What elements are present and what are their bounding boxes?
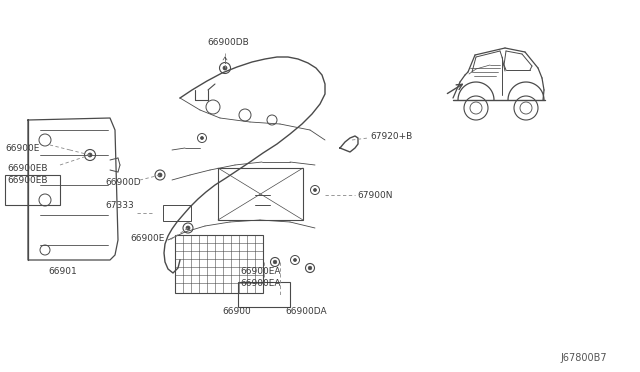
Text: 66900DB: 66900DB xyxy=(207,38,249,46)
Circle shape xyxy=(200,137,204,140)
Bar xyxy=(5,175,60,205)
Bar xyxy=(238,282,290,307)
Circle shape xyxy=(186,226,190,230)
Text: 66900EA: 66900EA xyxy=(240,267,280,276)
Circle shape xyxy=(223,66,227,70)
Circle shape xyxy=(158,173,162,177)
Text: 66900D: 66900D xyxy=(105,177,141,186)
Circle shape xyxy=(314,189,317,192)
Text: 67900N: 67900N xyxy=(357,190,392,199)
Text: 66901: 66901 xyxy=(48,267,77,276)
Bar xyxy=(175,235,263,293)
Bar xyxy=(218,168,303,220)
Text: 66900: 66900 xyxy=(222,308,251,317)
Circle shape xyxy=(294,259,296,262)
Bar xyxy=(163,205,191,221)
Circle shape xyxy=(88,153,92,157)
Circle shape xyxy=(273,260,276,264)
Text: 67333: 67333 xyxy=(105,201,134,209)
Text: 66900E: 66900E xyxy=(5,144,40,153)
Text: 67920+B: 67920+B xyxy=(370,131,412,141)
Text: J67800B7: J67800B7 xyxy=(560,353,607,363)
Text: 66900EB: 66900EB xyxy=(7,176,47,185)
Text: 66900DA: 66900DA xyxy=(285,308,326,317)
Text: 66900EB: 66900EB xyxy=(7,164,47,173)
Circle shape xyxy=(308,266,312,270)
Text: 66900EA: 66900EA xyxy=(240,279,280,288)
Text: 66900E: 66900E xyxy=(130,234,164,243)
